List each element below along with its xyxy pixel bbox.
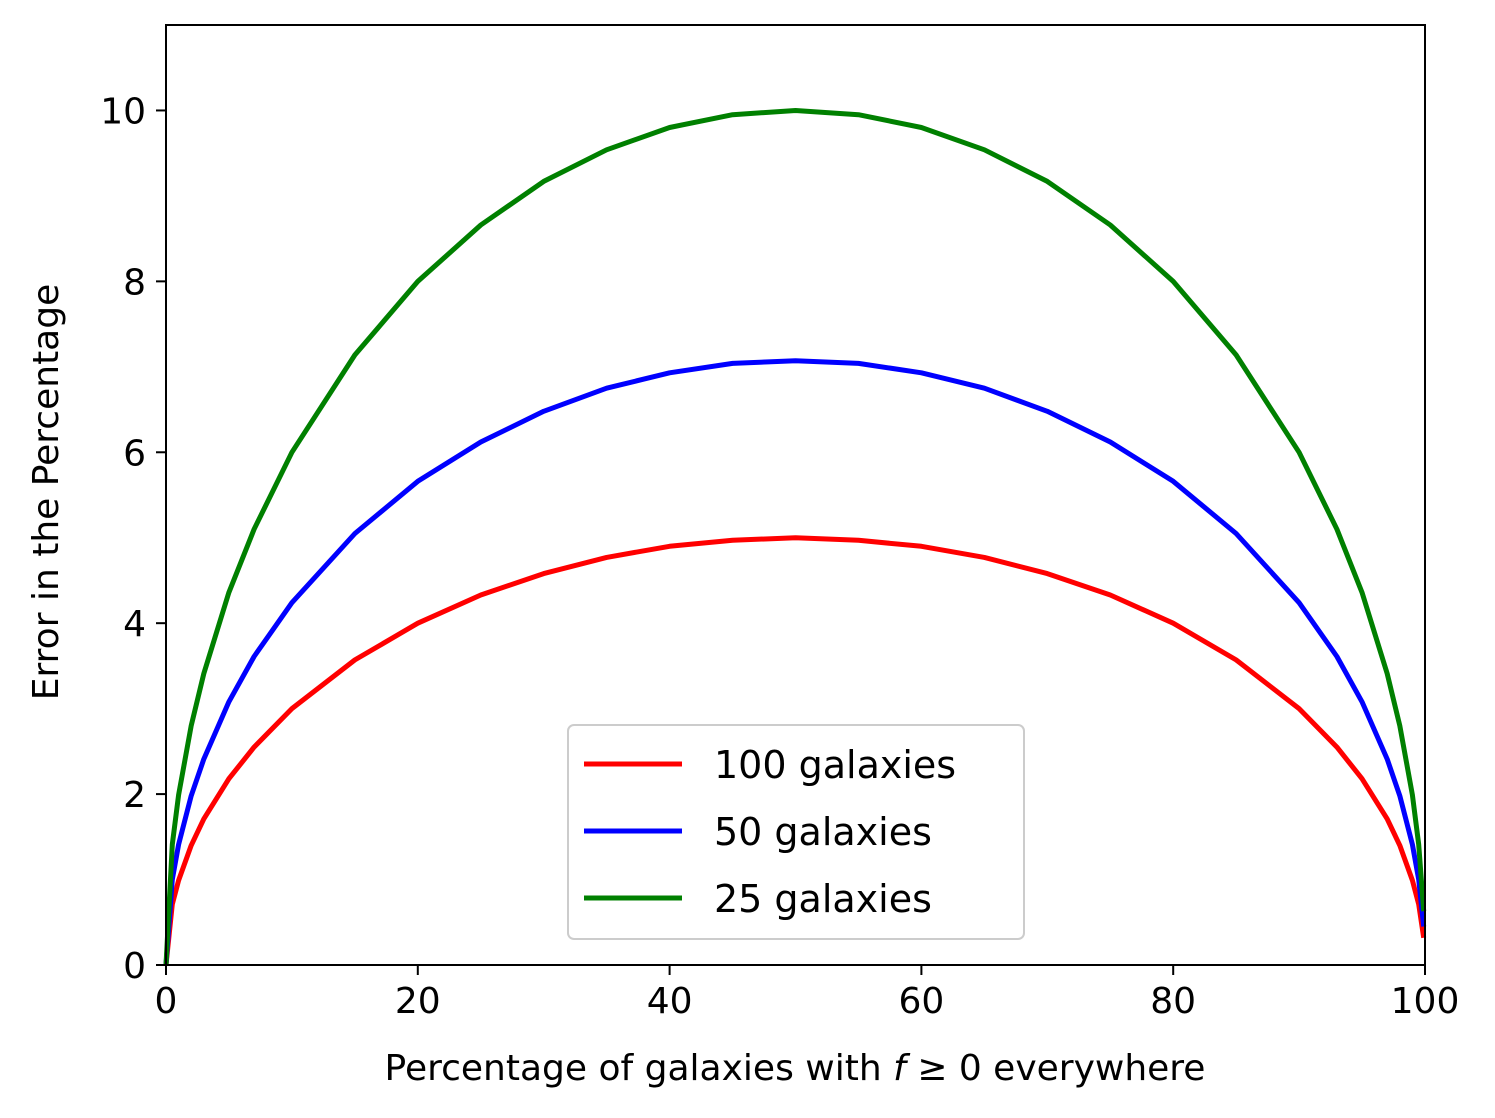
legend: 100 galaxies 50 galaxies 25 galaxies — [567, 724, 1025, 940]
x-tick-label: 80 — [1150, 981, 1196, 1022]
y-tick-label: 4 — [123, 604, 146, 645]
x-axis-label-part-1: Percentage of galaxies with — [385, 1048, 894, 1089]
y-tick-label: 6 — [123, 433, 146, 474]
series-line-2 — [163, 358, 1427, 966]
series-line-3 — [163, 108, 1427, 966]
legend-label-2: 50 galaxies — [714, 810, 932, 854]
y-axis: 0 2 4 6 8 10 — [100, 91, 166, 987]
legend-box — [567, 724, 1025, 940]
y-axis-label: Error in the Percentage — [26, 284, 67, 701]
legend-label-1: 100 galaxies — [714, 743, 956, 787]
x-axis-label-part-2: ≥ 0 everywhere — [906, 1048, 1206, 1089]
y-tick-label: 2 — [123, 775, 146, 816]
x-axis-label: Percentage of galaxies with f ≥ 0 everyw… — [385, 1048, 1206, 1089]
y-tick-label: 8 — [123, 262, 146, 303]
legend-label-3: 25 galaxies — [714, 877, 932, 921]
x-tick-label: 0 — [155, 981, 178, 1022]
y-tick-label: 10 — [100, 91, 146, 132]
x-tick-label: 40 — [647, 981, 693, 1022]
series-line-1 — [163, 535, 1427, 966]
x-axis: 0 20 40 60 80 100 — [155, 965, 1460, 1022]
x-tick-label: 100 — [1391, 981, 1460, 1022]
series-layer — [163, 108, 1427, 966]
legend-entries: 100 galaxies 50 galaxies 25 galaxies — [584, 743, 956, 921]
x-tick-label: 20 — [395, 981, 441, 1022]
x-tick-label: 60 — [898, 981, 944, 1022]
y-tick-label: 0 — [123, 946, 146, 987]
plot-frame — [165, 24, 1426, 966]
